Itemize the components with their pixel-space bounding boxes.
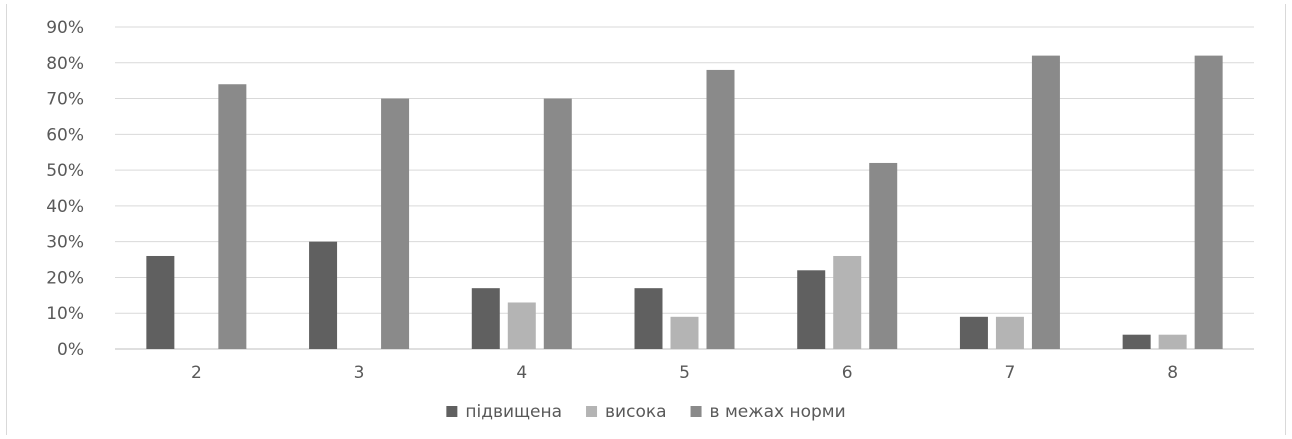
legend-swatch bbox=[446, 406, 458, 417]
bar-3-cat-8 bbox=[1194, 55, 1223, 349]
bar-3-cat-2 bbox=[218, 84, 247, 349]
x-tick-label: 4 bbox=[516, 363, 527, 383]
x-tick-label: 8 bbox=[1167, 363, 1178, 383]
bar-3-cat-4 bbox=[543, 98, 572, 349]
y-tick-label: 90% bbox=[46, 18, 84, 38]
bar-2-cat-4 bbox=[507, 302, 536, 349]
x-tick-label: 7 bbox=[1005, 363, 1016, 383]
bar-2-cat-7 bbox=[995, 316, 1024, 349]
y-tick-label: 20% bbox=[46, 268, 84, 288]
bar-1-cat-2 bbox=[146, 255, 175, 349]
x-tick-label: 2 bbox=[191, 363, 202, 383]
bar-1-cat-7 bbox=[959, 316, 988, 349]
x-tick-label: 3 bbox=[354, 363, 365, 383]
legend-swatch bbox=[690, 406, 702, 417]
bar-1-cat-6 bbox=[797, 270, 826, 349]
legend-label: підвищена bbox=[465, 402, 562, 422]
y-tick-label: 70% bbox=[46, 90, 84, 110]
bar-1-cat-4 bbox=[471, 288, 500, 349]
bar-2-cat-8 bbox=[1158, 334, 1187, 349]
x-tick-label: 6 bbox=[842, 363, 853, 383]
bar-3-cat-6 bbox=[869, 162, 898, 349]
y-tick-label: 60% bbox=[46, 125, 84, 145]
bar-2-cat-5 bbox=[670, 316, 699, 349]
bar-3-cat-5 bbox=[706, 69, 735, 349]
bar-2-cat-6 bbox=[833, 255, 862, 349]
legend-swatch bbox=[586, 406, 598, 417]
y-tick-label: 50% bbox=[46, 161, 84, 181]
bar-1-cat-5 bbox=[634, 288, 663, 349]
x-tick-label: 5 bbox=[679, 363, 690, 383]
y-tick-label: 0% bbox=[57, 340, 84, 360]
bar-3-cat-3 bbox=[381, 98, 410, 349]
y-tick-label: 80% bbox=[46, 54, 84, 74]
legend-label: висока bbox=[605, 402, 667, 422]
y-tick-label: 10% bbox=[46, 304, 84, 324]
bar-3-cat-7 bbox=[1031, 55, 1060, 349]
y-tick-label: 30% bbox=[46, 233, 84, 253]
bar-1-cat-3 bbox=[309, 241, 338, 349]
y-tick-label: 40% bbox=[46, 197, 84, 217]
legend-label: в межах норми bbox=[710, 402, 846, 422]
bar-1-cat-8 bbox=[1122, 334, 1151, 349]
